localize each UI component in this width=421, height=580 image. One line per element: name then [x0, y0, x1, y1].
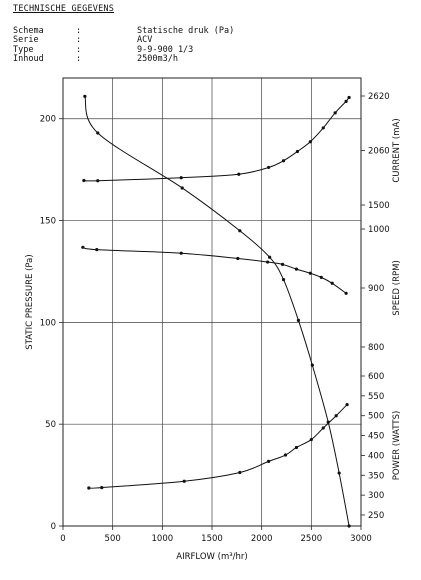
current-series [82, 95, 351, 183]
pressure-data-point [83, 94, 87, 98]
current-tick-label: 2060 [368, 147, 390, 157]
y-axis-label-static-pressure: STATIC PRESSURE (Pa) [25, 254, 35, 349]
power-curve [88, 404, 348, 489]
current-data-point [321, 126, 325, 130]
power-data-point [182, 479, 186, 483]
spec-colon: : [76, 35, 82, 46]
power-tick-label: 500 [368, 412, 384, 422]
speed-data-point [344, 291, 348, 295]
pressure-data-point [310, 363, 314, 367]
pressure-data-point [337, 471, 341, 475]
speed-curve [82, 246, 347, 294]
speed-data-point [236, 256, 240, 261]
y-tick-label: 150 [40, 217, 56, 227]
y-axis-label-current: CURRENT (mA) [392, 118, 402, 182]
spec-value: Statische druk (Pa) [137, 26, 235, 36]
x-tick-label: 1000 [152, 534, 174, 544]
current-data-point [237, 172, 241, 176]
current-data-point [344, 99, 348, 103]
y-axis-label-speed: SPEED (RPM) [392, 260, 402, 316]
x-tick-label: 500 [105, 534, 121, 544]
speed-series [81, 245, 348, 295]
speed-data-point [319, 275, 323, 279]
header-title: TECHNISCHE GEGEVENS [13, 4, 115, 14]
spec-colon: : [76, 44, 82, 55]
speed-data-point [280, 262, 285, 266]
x-tick-label: 2500 [301, 534, 323, 544]
power-tick-label: 250 [368, 511, 384, 521]
current-data-point [96, 179, 100, 183]
pressure-data-point [281, 278, 286, 282]
speed-data-point [81, 245, 85, 249]
power-data-point [334, 414, 338, 418]
x-tick-label: 1500 [201, 534, 223, 544]
current-data-point [267, 165, 271, 170]
power-tick-label: 350 [368, 471, 384, 481]
x-tick-label: 3000 [350, 534, 372, 544]
technical-data-header: TECHNISCHE GEGEVENS [13, 4, 114, 14]
spec-value: 9-9-900 1/3 [137, 44, 194, 55]
x-tick-label: 0 [60, 534, 65, 544]
power-tick-label: 450 [368, 432, 384, 442]
speed-data-point [294, 267, 299, 271]
spec-label: Type [13, 44, 34, 55]
pressure-data-point [180, 186, 184, 190]
spec-colon: : [76, 26, 82, 36]
y-axis-label-power: POWER (WATTS) [392, 411, 402, 481]
pressure-data-point [347, 524, 351, 528]
power-tick-label: 400 [368, 451, 384, 461]
current-data-point [295, 149, 300, 154]
grid [62, 78, 362, 527]
speed-data-point [179, 251, 183, 255]
spec-value: ACV [137, 35, 153, 46]
power-data-point [294, 445, 299, 450]
x-tick-label: 2000 [251, 534, 273, 544]
pressure-curve [84, 96, 350, 527]
power-tick-label: 600 [368, 372, 384, 382]
power-tick-label: 300 [368, 491, 384, 501]
power-data-point [309, 437, 313, 442]
current-tick-label: 2620 [368, 92, 390, 102]
speed-data-point [330, 281, 334, 285]
spec-label: Schema [13, 26, 44, 36]
speed-tick-label: 800 [368, 343, 384, 353]
y-tick-label: 0 [51, 522, 56, 532]
current-data-point [281, 159, 286, 163]
speed-data-point [266, 260, 270, 264]
power-data-point [100, 485, 104, 490]
x-axis-label: AIRFLOW (m³/hr) [176, 552, 247, 562]
current-curve [83, 97, 350, 182]
current-data-point [333, 111, 337, 115]
pressure-data-point [96, 131, 100, 135]
spec-label: Inhoud [13, 53, 44, 64]
power-data-point [238, 470, 242, 475]
current-data-point [347, 95, 351, 100]
power-tick-label: 550 [368, 392, 384, 402]
spec-value: 2500m3/h [137, 53, 178, 64]
current-tick-label: 1500 [368, 201, 390, 211]
speed-data-point [95, 248, 99, 252]
power-data-point [283, 453, 288, 457]
speed-tick-label: 900 [368, 284, 384, 294]
power-data-point [87, 486, 91, 490]
power-series [87, 402, 349, 490]
current-data-point [82, 178, 86, 183]
power-data-point [345, 402, 349, 407]
power-data-point [321, 426, 325, 430]
spec-label: Serie [13, 35, 39, 46]
pressure-series [83, 94, 351, 528]
y-tick-label: 100 [40, 318, 56, 328]
speed-data-point [308, 271, 312, 275]
y-tick-label: 200 [40, 115, 56, 125]
spec-colon: : [76, 53, 82, 64]
current-data-point [179, 176, 183, 180]
current-data-point [308, 140, 312, 144]
speed-tick-label: 1000 [368, 225, 390, 235]
pressure-data-point [296, 318, 301, 322]
power-data-point [267, 459, 271, 463]
y-tick-label: 50 [45, 420, 56, 430]
pressure-data-point [268, 255, 272, 259]
pressure-data-point [238, 229, 242, 233]
